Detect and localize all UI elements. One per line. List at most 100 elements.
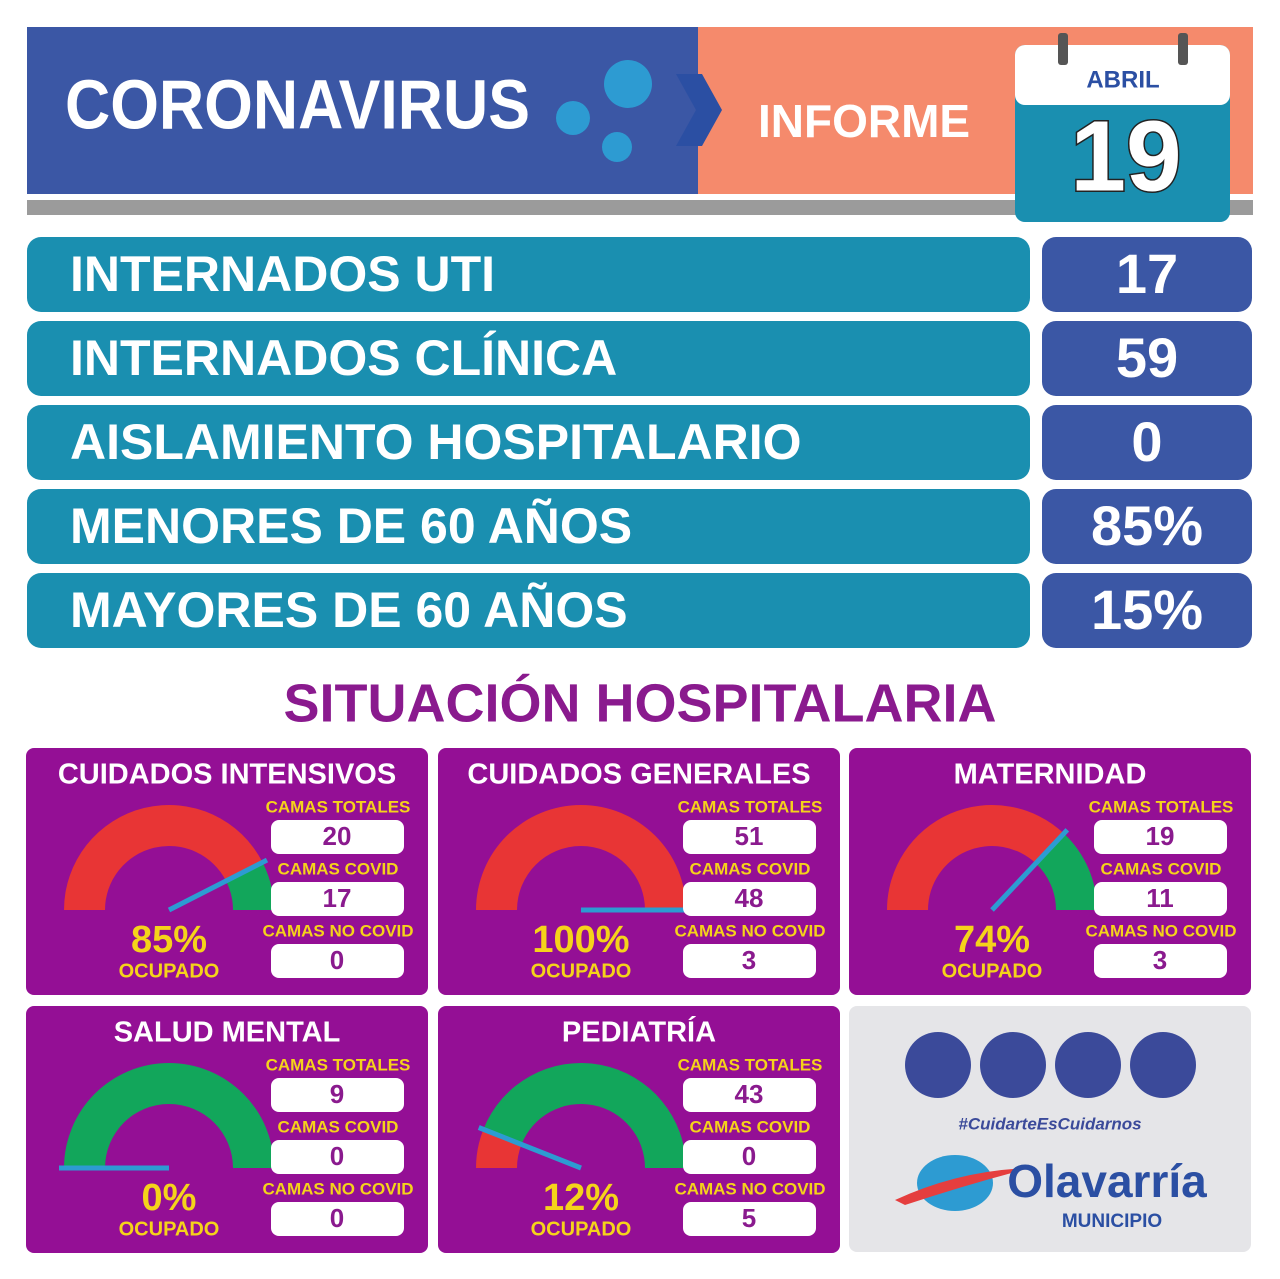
field-box xyxy=(1094,820,1227,854)
calendar: ABRIL 19 xyxy=(1015,33,1230,222)
occupancy-label: 0% xyxy=(142,1177,197,1219)
virus-icons xyxy=(556,60,652,162)
gauge-occupied xyxy=(476,805,686,910)
occupancy-status: OCUPADO xyxy=(119,1218,220,1240)
field-label: CAMAS NO COVID xyxy=(1085,921,1236,940)
gauge-free xyxy=(226,862,274,910)
field-value: 0 xyxy=(742,1141,756,1171)
field-value: 17 xyxy=(323,883,352,913)
divider xyxy=(27,200,1253,215)
gauge-needle xyxy=(167,857,269,913)
field-value: 0 xyxy=(330,945,344,975)
field-box xyxy=(683,1140,816,1174)
field-label: CAMAS COVID xyxy=(690,859,811,878)
stat-label: INTERNADOS CLÍNICA xyxy=(70,330,617,386)
field-box xyxy=(271,882,404,916)
stat-value-box xyxy=(1042,489,1252,564)
occupancy-status: OCUPADO xyxy=(942,960,1043,982)
field-box xyxy=(271,1202,404,1236)
stat-label-box xyxy=(27,237,1030,312)
field-box xyxy=(1094,944,1227,978)
unit-title: MATERNIDAD xyxy=(954,759,1147,791)
field-value: 0 xyxy=(330,1141,344,1171)
field-box xyxy=(271,944,404,978)
field-label: CAMAS TOTALES xyxy=(678,1055,823,1074)
unit-panel: CUIDADOS GENERALES 100%OCUPADO CAMAS TOTAL… xyxy=(438,748,840,995)
field-label: CAMAS COVID xyxy=(690,1117,811,1136)
hashtag: #CuidarteEsCuidarnos xyxy=(958,1114,1141,1133)
field-box xyxy=(1094,882,1227,916)
field-label: CAMAS COVID xyxy=(278,859,399,878)
occupancy-label: 100% xyxy=(532,919,629,961)
subbrand: MUNICIPIO xyxy=(1062,1211,1162,1232)
section-title: SITUACIÓN HOSPITALARIA xyxy=(284,673,997,733)
field-box xyxy=(271,1140,404,1174)
unit-panel: PEDIATRÍA 12%OCUPADO CAMAS TOTALES 43 CAMAS … xyxy=(438,1006,840,1253)
stat-label: INTERNADOS UTI xyxy=(70,246,495,302)
stat-value-box xyxy=(1042,321,1252,396)
field-box xyxy=(683,820,816,854)
gauge-free xyxy=(64,1063,274,1168)
stat-label-box xyxy=(27,489,1030,564)
field-box xyxy=(271,820,404,854)
stat-label-box xyxy=(27,573,1030,648)
field-label: CAMAS NO COVID xyxy=(674,1179,825,1198)
unit-title: SALUD MENTAL xyxy=(114,1017,341,1049)
occupancy-label: 12% xyxy=(543,1177,619,1219)
stat-value: 59 xyxy=(1116,326,1178,389)
field-value: 11 xyxy=(1146,883,1174,913)
field-value: 3 xyxy=(742,945,756,975)
stat-value: 15% xyxy=(1091,578,1203,641)
field-label: CAMAS TOTALES xyxy=(1089,797,1234,816)
field-value: 9 xyxy=(330,1079,344,1109)
unit-panel: MATERNIDAD 74%OCUPADO CAMAS TOTALES 19 CAMAS… xyxy=(849,748,1251,995)
stat-label-box xyxy=(27,321,1030,396)
header-title: CORONAVIRUS xyxy=(65,65,530,143)
gauge-free xyxy=(1035,833,1097,910)
unit-panel: SALUD MENTAL 0%OCUPADO CAMAS TOTALES 9 CAMAS… xyxy=(26,1006,428,1253)
field-label: CAMAS NO COVID xyxy=(674,921,825,940)
field-value: 3 xyxy=(1153,945,1167,975)
calendar-day: 19 xyxy=(1070,100,1181,212)
stat-value: 85% xyxy=(1091,494,1203,557)
gauge-occupied xyxy=(476,1129,522,1168)
gauge-needle xyxy=(990,828,1070,912)
field-value: 5 xyxy=(742,1203,756,1233)
logo-panel: #CuidarteEsCuidarnos Olavarría MUNICIPIO xyxy=(849,1006,1251,1252)
occupancy-status: OCUPADO xyxy=(531,960,632,982)
occupancy-label: 85% xyxy=(131,919,207,961)
chevron xyxy=(676,74,722,146)
gauge-needle xyxy=(477,1125,582,1171)
occupancy-status: OCUPADO xyxy=(119,960,220,982)
field-box xyxy=(683,944,816,978)
field-value: 51 xyxy=(735,821,764,851)
field-label: CAMAS TOTALES xyxy=(266,1055,411,1074)
field-label: CAMAS NO COVID xyxy=(262,921,413,940)
field-label: CAMAS COVID xyxy=(1101,859,1222,878)
occupancy-label: 74% xyxy=(954,919,1030,961)
field-value: 48 xyxy=(735,883,764,913)
brand: Olavarría xyxy=(1007,1155,1207,1207)
field-label: CAMAS COVID xyxy=(278,1117,399,1136)
field-label: CAMAS NO COVID xyxy=(262,1179,413,1198)
stat-label-box xyxy=(27,405,1030,480)
field-box xyxy=(683,1078,816,1112)
gauge-occupied xyxy=(887,805,1064,910)
stat-value-box xyxy=(1042,237,1252,312)
field-box xyxy=(271,1078,404,1112)
unit-title: CUIDADOS GENERALES xyxy=(467,759,810,791)
field-box xyxy=(683,882,816,916)
unit-panel: CUIDADOS INTENSIVOS 85%OCUPADO CAMAS TOTAL… xyxy=(26,748,428,995)
stat-label: MENORES DE 60 AÑOS xyxy=(70,498,632,554)
gauge-occupied xyxy=(64,804,263,910)
unit-title: CUIDADOS INTENSIVOS xyxy=(58,759,396,791)
field-value: 0 xyxy=(330,1203,344,1233)
field-value: 43 xyxy=(735,1079,764,1109)
stat-label: MAYORES DE 60 AÑOS xyxy=(70,582,628,638)
stat-value: 17 xyxy=(1116,242,1178,305)
stat-value-box xyxy=(1042,573,1252,648)
stat-value: 0 xyxy=(1131,410,1162,473)
field-box xyxy=(683,1202,816,1236)
gauge-free xyxy=(483,1063,686,1168)
